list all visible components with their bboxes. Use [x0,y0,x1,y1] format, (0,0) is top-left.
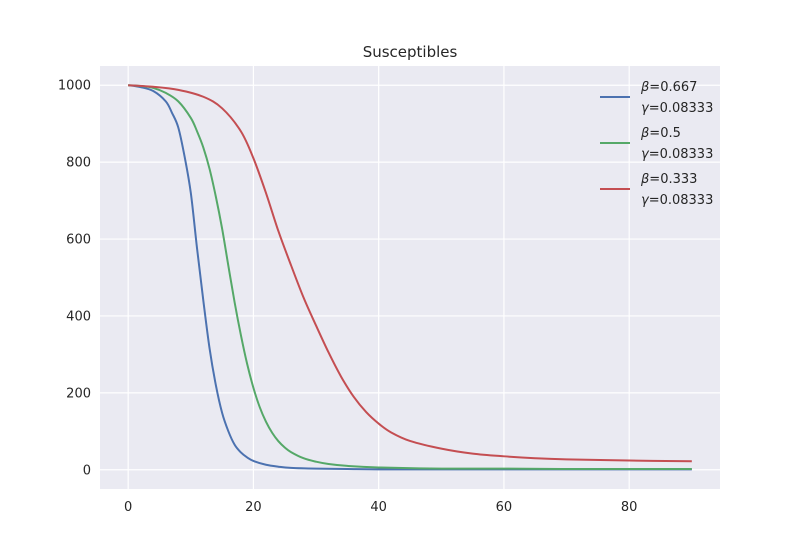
legend-gamma-label: γ=0.08333 [641,147,713,162]
legend-gamma-label: γ=0.08333 [641,101,713,116]
legend-beta-label: β=0.333 [640,172,697,187]
x-tick-label: 40 [370,500,387,515]
series-lines [128,84,692,471]
series-line-1 [128,84,692,471]
legend-entry-3: β=0.333 γ=0.08333 [600,172,713,208]
x-axis-ticks: 0 20 40 60 80 [124,500,637,515]
legend-entry-1: β=0.667 γ=0.08333 [600,80,713,116]
series-line-3 [128,84,692,463]
chart-title: Susceptibles [363,43,458,61]
legend-entry-2: β=0.5 γ=0.08333 [600,126,713,162]
series-line-2 [128,84,692,471]
y-tick-label: 0 [83,463,91,478]
y-tick-label: 200 [66,386,91,401]
y-axis-ticks: 0 200 400 600 800 1000 [58,79,91,479]
y-tick-label: 800 [66,156,91,171]
x-tick-label: 20 [245,500,262,515]
legend: β=0.667 γ=0.08333 β=0.5 γ=0.08333 β=0.333 γ=0… [600,80,713,208]
y-tick-label: 400 [66,309,91,324]
y-tick-label: 1000 [58,79,91,94]
legend-beta-label: β=0.667 [640,80,697,95]
x-tick-label: 60 [496,500,513,515]
x-tick-label: 80 [621,500,638,515]
legend-beta-label: β=0.5 [640,126,681,141]
y-tick-label: 600 [66,233,91,248]
legend-gamma-label: γ=0.08333 [641,193,713,208]
x-tick-label: 0 [124,500,132,515]
plot-area [100,66,720,489]
